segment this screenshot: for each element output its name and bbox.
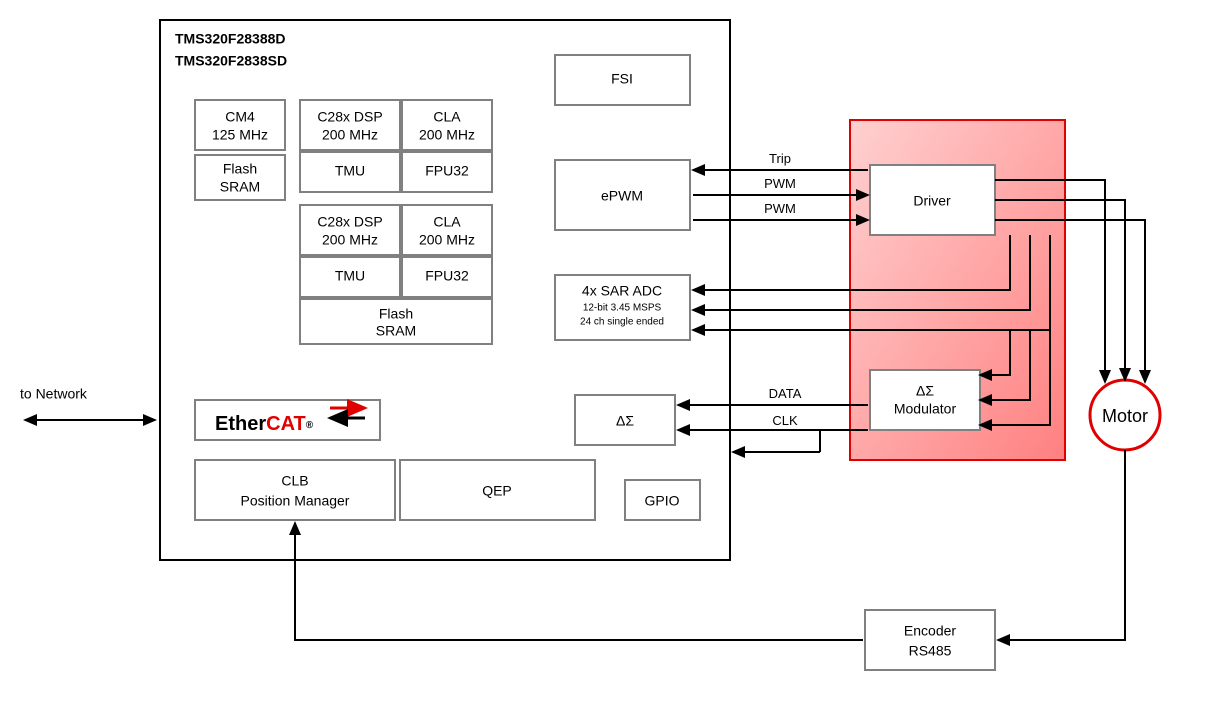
- flash2-l1: Flash: [379, 306, 413, 322]
- fsi-l1: FSI: [611, 71, 633, 87]
- network-label: to Network: [20, 386, 88, 402]
- motor-encoder-line: [998, 450, 1125, 640]
- mcu-title1: TMS320F28388D: [175, 31, 286, 47]
- motor-label: Motor: [1102, 406, 1148, 426]
- adc-l3: 24 ch single ended: [580, 317, 664, 328]
- fpu2-l1: FPU32: [425, 268, 469, 284]
- dsmod-l1: ΔΣ: [916, 383, 934, 399]
- pwm1-label: PWM: [764, 176, 796, 191]
- clb-box: [195, 460, 395, 520]
- ethercat-suffix: CAT: [266, 413, 306, 435]
- c28x1-l1: C28x DSP: [317, 109, 382, 125]
- data-label: DATA: [769, 386, 802, 401]
- cm4-l2: 125 MHz: [212, 127, 268, 143]
- c28x2-l1: C28x DSP: [317, 214, 382, 230]
- clk-label: CLK: [772, 413, 798, 428]
- trip-label: Trip: [769, 151, 791, 166]
- ds-l1: ΔΣ: [616, 413, 634, 429]
- encoder-l1: Encoder: [904, 623, 956, 639]
- tmu1-l1: TMU: [335, 163, 365, 179]
- gpio-l1: GPIO: [644, 493, 679, 509]
- qep-l1: QEP: [482, 483, 512, 499]
- adc-l2: 12-bit 3.45 MSPS: [583, 303, 662, 314]
- flash1-l2: SRAM: [220, 179, 260, 195]
- ethercat-label: EtherCAT®: [215, 413, 314, 435]
- c28x2-l2: 200 MHz: [322, 232, 378, 248]
- fpu1-l1: FPU32: [425, 163, 469, 179]
- cla2-l2: 200 MHz: [419, 232, 475, 248]
- epwm-l1: ePWM: [601, 188, 643, 204]
- dsmod-l2: Modulator: [894, 401, 957, 417]
- driver-label: Driver: [913, 193, 951, 209]
- pwm2-label: PWM: [764, 201, 796, 216]
- adc-l1: 4x SAR ADC: [582, 283, 662, 299]
- flash2-l2: SRAM: [376, 323, 416, 339]
- encoder-clb-line: [295, 523, 863, 640]
- cla1-l2: 200 MHz: [419, 127, 475, 143]
- tmu2-l1: TMU: [335, 268, 365, 284]
- clb-l2: Position Manager: [241, 493, 350, 509]
- mcu-title2: TMS320F2838SD: [175, 53, 287, 69]
- encoder-l2: RS485: [909, 643, 952, 659]
- c28x1-l2: 200 MHz: [322, 127, 378, 143]
- clb-l1: CLB: [281, 473, 308, 489]
- cla1-l1: CLA: [433, 109, 461, 125]
- cla2-l1: CLA: [433, 214, 461, 230]
- ethercat-prefix: Ether: [215, 413, 266, 435]
- cm4-l1: CM4: [225, 109, 255, 125]
- flash1-l1: Flash: [223, 161, 257, 177]
- encoder-box: [865, 610, 995, 670]
